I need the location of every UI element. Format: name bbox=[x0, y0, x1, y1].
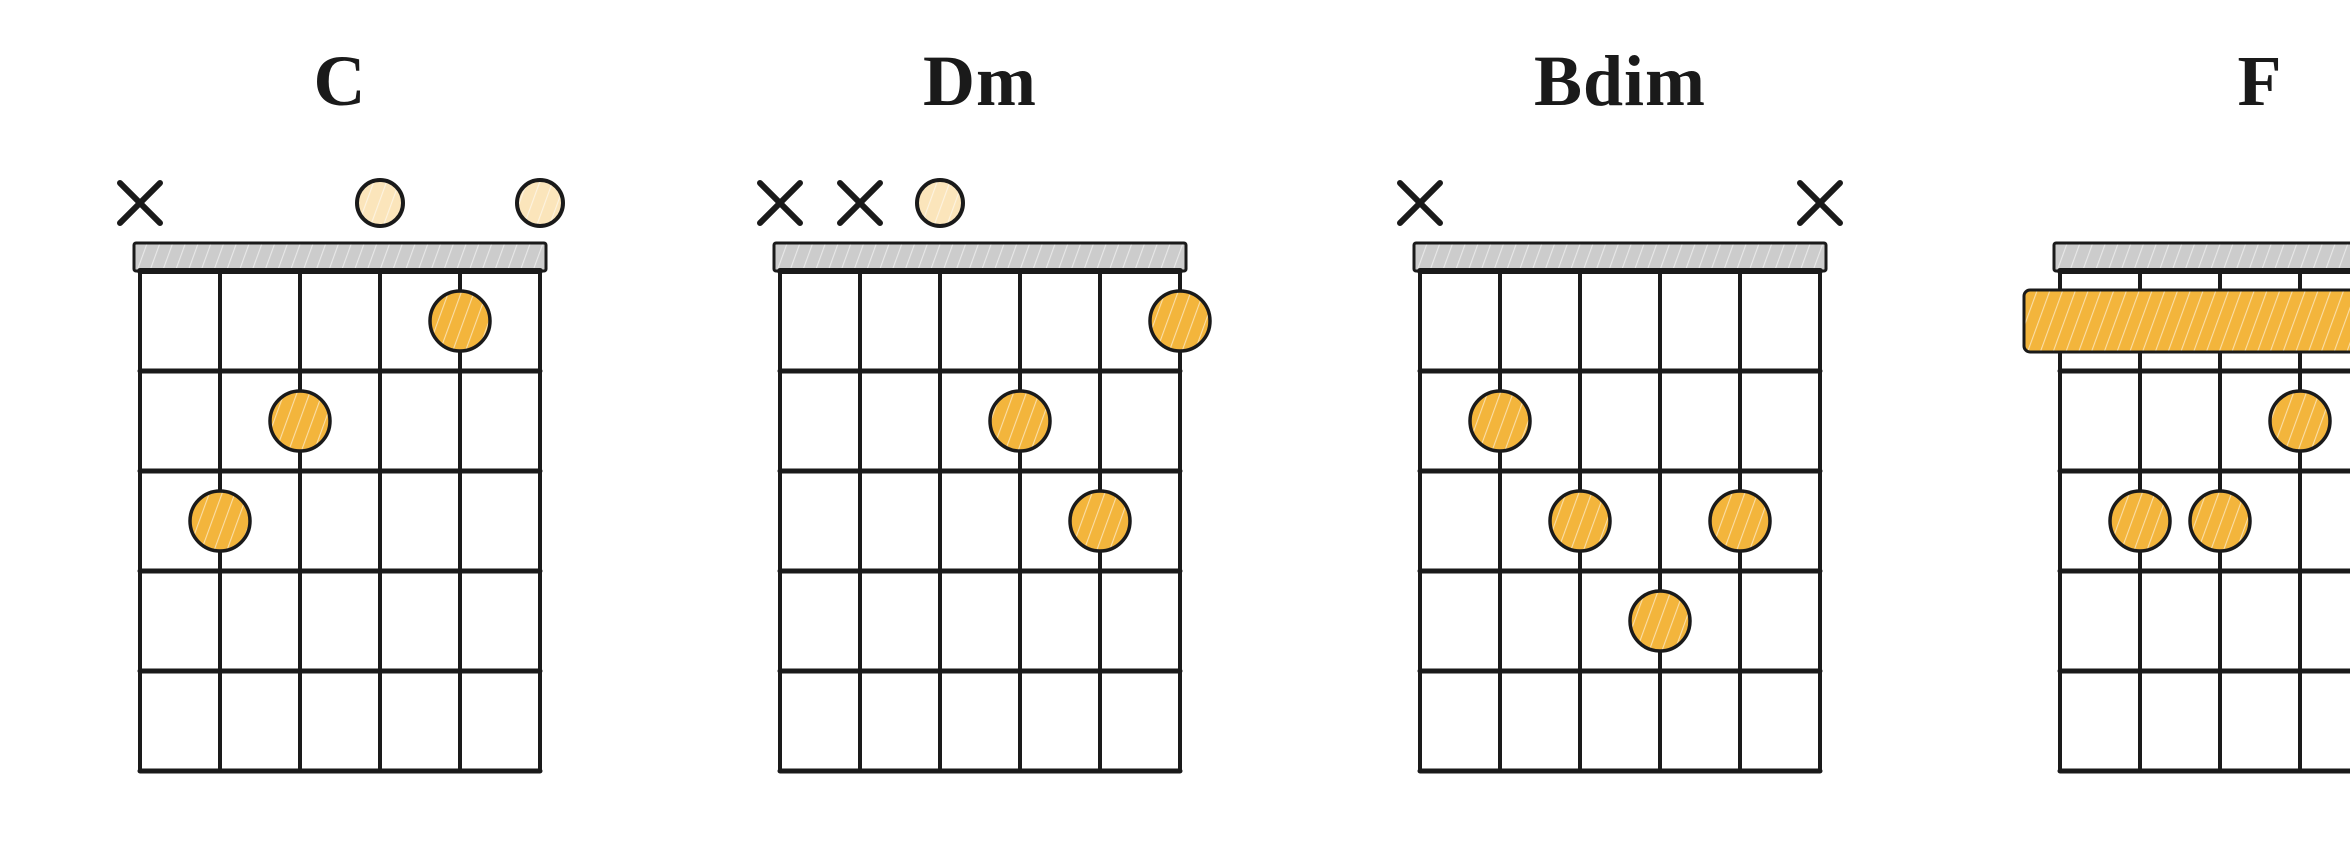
open-marker bbox=[917, 180, 963, 226]
mute-marker bbox=[1800, 183, 1840, 223]
chord-diagram: C bbox=[90, 40, 590, 811]
chord-name: C bbox=[314, 40, 367, 123]
chord-diagram: Bdim bbox=[1370, 40, 1870, 811]
chord-diagram: F bbox=[2010, 40, 2350, 811]
barre bbox=[2024, 290, 2350, 352]
chord-grid bbox=[2010, 153, 2350, 811]
finger-dot bbox=[430, 291, 490, 351]
finger-dot bbox=[270, 391, 330, 451]
finger-dot bbox=[1710, 491, 1770, 551]
finger-dot bbox=[2110, 491, 2170, 551]
open-marker bbox=[357, 180, 403, 226]
chord-sheet: C Dm Bdim F bbox=[0, 0, 2350, 851]
finger-dot bbox=[1150, 291, 1210, 351]
finger-dot bbox=[1070, 491, 1130, 551]
mute-marker bbox=[1400, 183, 1440, 223]
chord-nut bbox=[774, 243, 1186, 271]
chord-name: Dm bbox=[923, 40, 1037, 123]
mute-marker bbox=[120, 183, 160, 223]
finger-dot bbox=[1630, 591, 1690, 651]
chord-diagram: Dm bbox=[730, 40, 1230, 811]
chord-grid bbox=[90, 153, 590, 811]
chord-nut bbox=[1414, 243, 1826, 271]
chord-grid bbox=[730, 153, 1230, 811]
finger-dot bbox=[1470, 391, 1530, 451]
chord-nut bbox=[134, 243, 546, 271]
chord-name: Bdim bbox=[1534, 40, 1706, 123]
mute-marker bbox=[760, 183, 800, 223]
finger-dot bbox=[190, 491, 250, 551]
chord-nut bbox=[2054, 243, 2350, 271]
finger-dot bbox=[990, 391, 1050, 451]
finger-dot bbox=[1550, 491, 1610, 551]
chord-name: F bbox=[2238, 40, 2283, 123]
finger-dot bbox=[2270, 391, 2330, 451]
mute-marker bbox=[840, 183, 880, 223]
chord-grid bbox=[1370, 153, 1870, 811]
finger-dot bbox=[2190, 491, 2250, 551]
open-marker bbox=[517, 180, 563, 226]
